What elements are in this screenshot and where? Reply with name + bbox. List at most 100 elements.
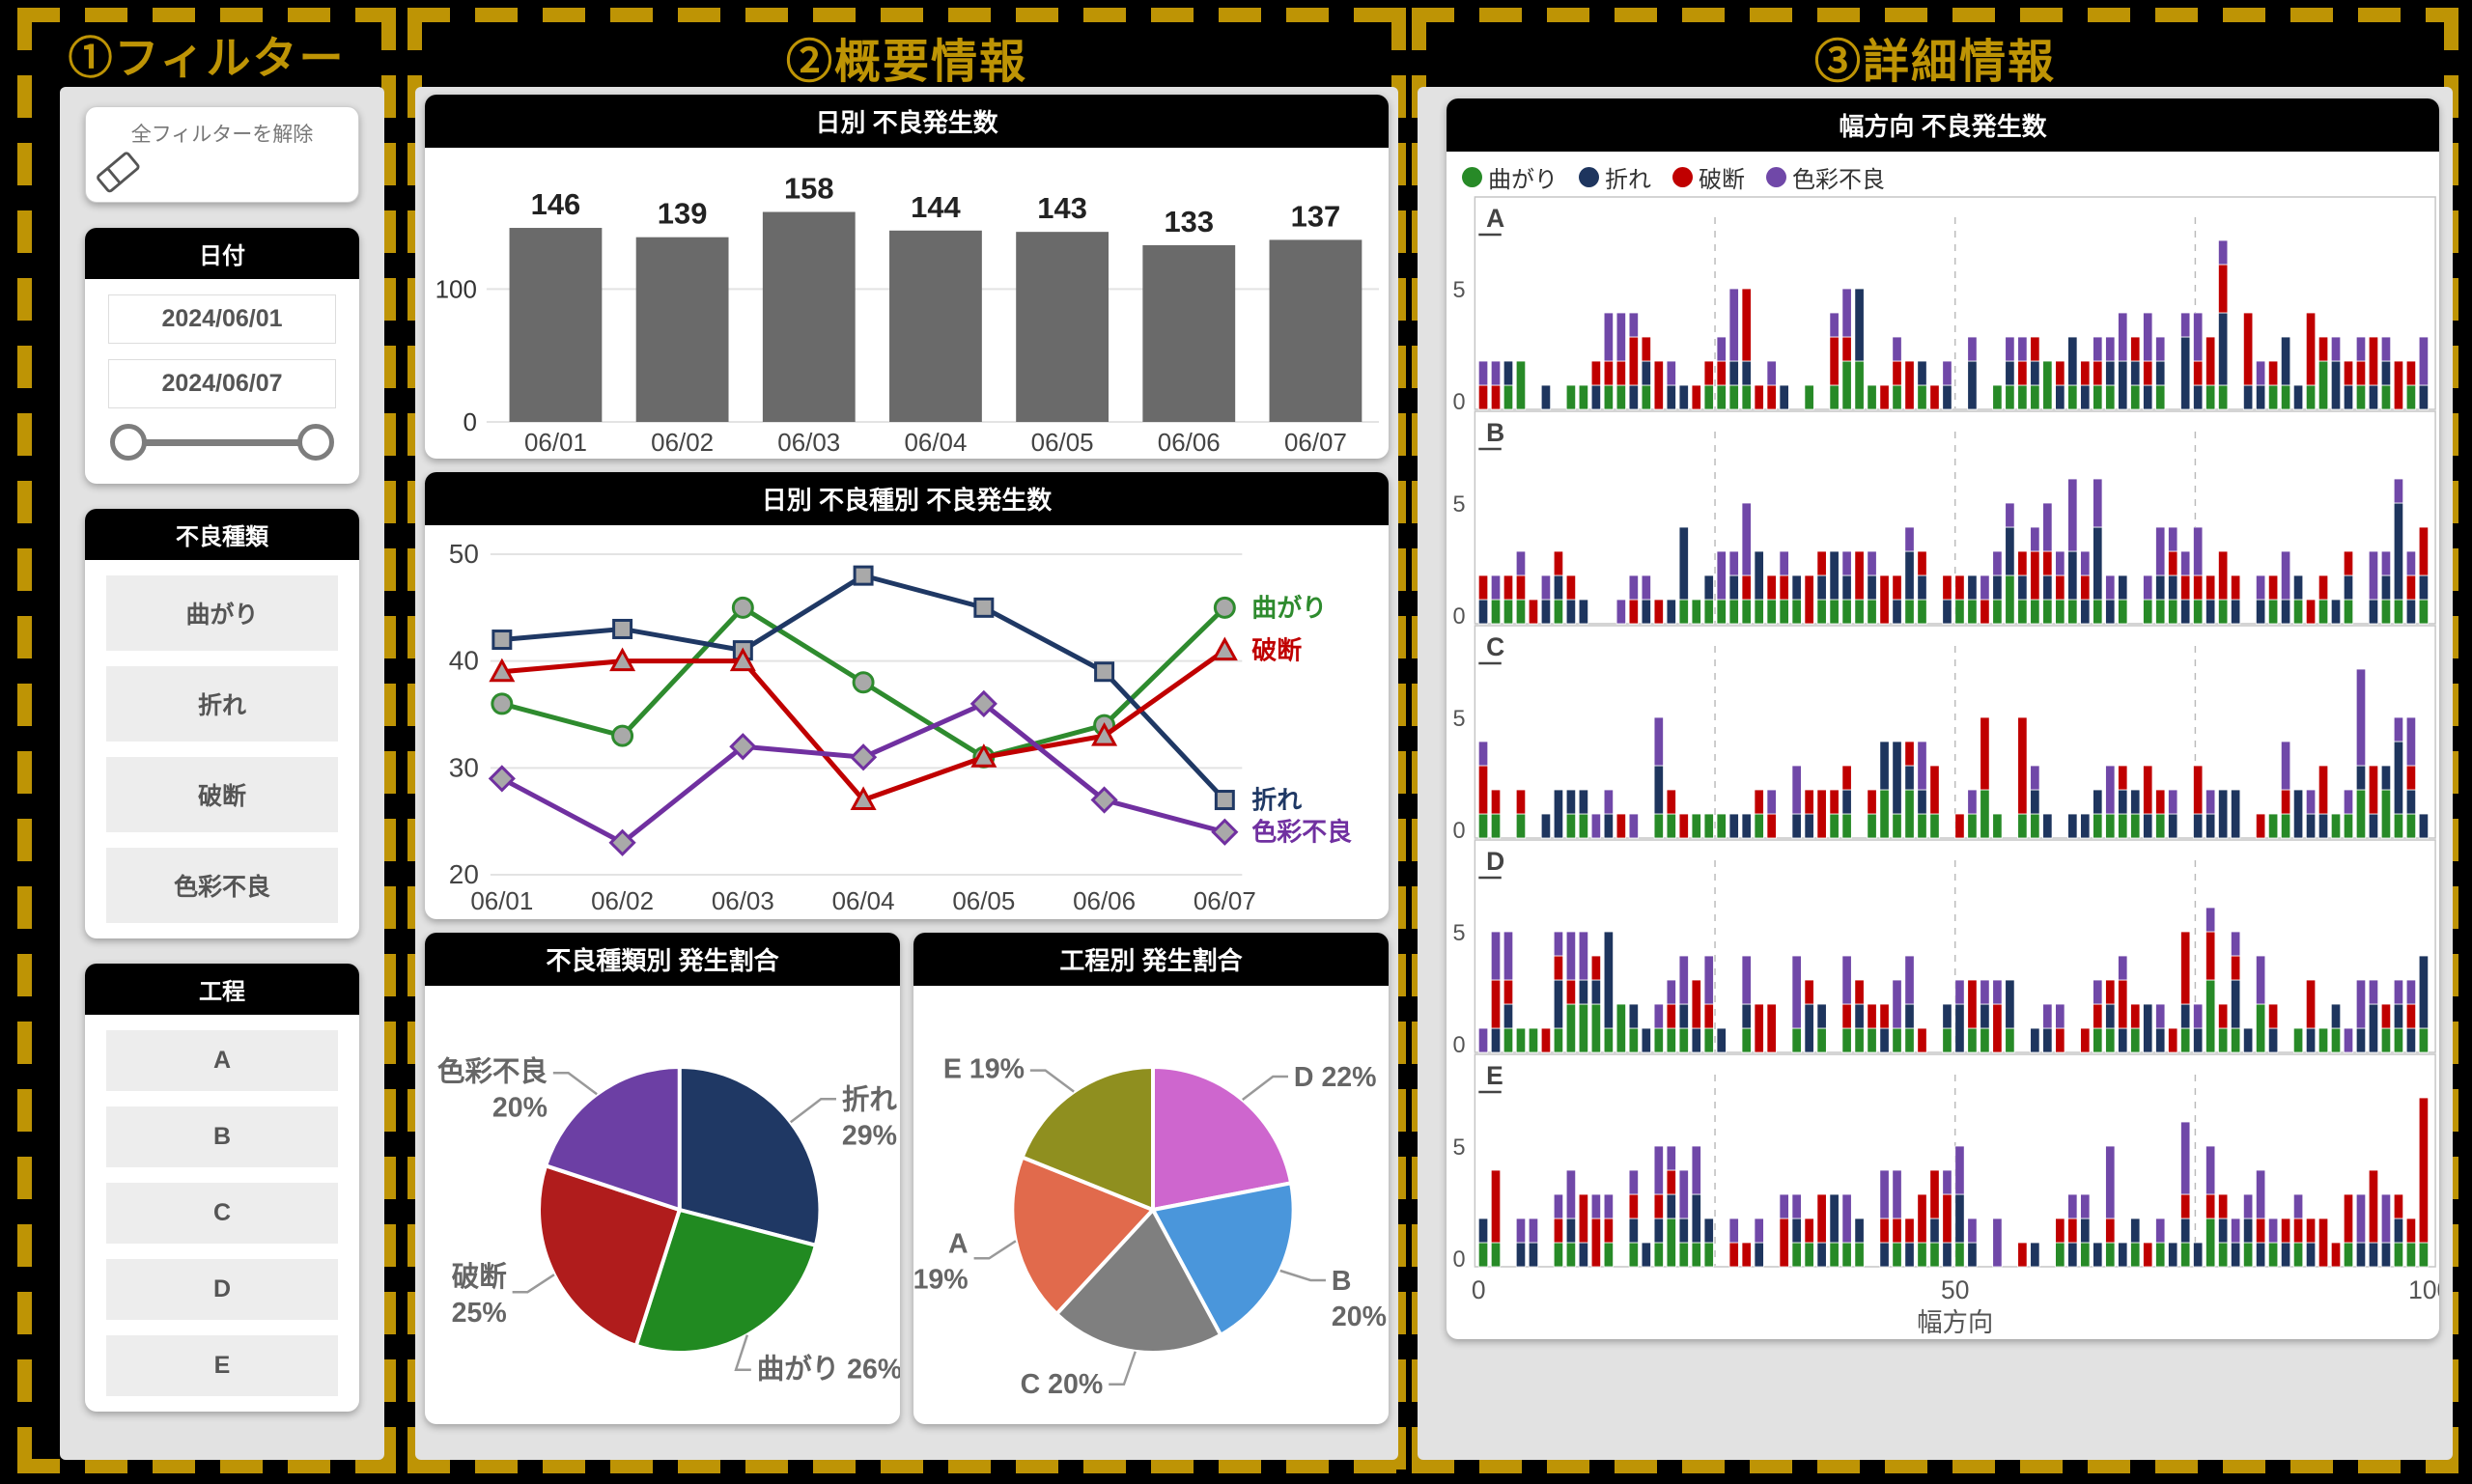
defect-pie-chart[interactable]: 折れ 29% 曲がり 26% 破断 25% 色彩不良 20%	[425, 986, 900, 1424]
svg-text:20%: 20%	[492, 1092, 548, 1123]
svg-text:5: 5	[1453, 1135, 1466, 1161]
slider-handle-right[interactable]	[297, 424, 334, 461]
legend-item: 色彩不良	[1766, 160, 1885, 194]
legend-dot-icon	[1462, 167, 1482, 187]
defect-type-option-ore[interactable]: 折れ	[106, 666, 338, 742]
svg-text:30: 30	[449, 752, 479, 782]
process-option-a[interactable]: A	[106, 1030, 338, 1091]
summary-panel: 日別 不良発生数 0 100 146 06/01 139 06/02 158 06/03 144…	[415, 87, 1398, 1460]
svg-text:幅方向: 幅方向	[1917, 1308, 1993, 1337]
border-dash	[17, 1459, 396, 1473]
svg-text:06/01: 06/01	[470, 886, 533, 915]
svg-text:06/05: 06/05	[1031, 428, 1094, 457]
svg-text:137: 137	[1291, 199, 1341, 233]
border-dash	[1412, 8, 2458, 22]
summary-section: ②概要情報 日別 不良発生数 0 100 146 06/01 139 06/02 158 06…	[407, 8, 1406, 1473]
svg-text:0: 0	[1453, 1033, 1466, 1053]
date-filter-card: 日付 2024/06/01 2024/06/07	[85, 228, 359, 484]
date-from-field[interactable]: 2024/06/01	[108, 294, 336, 344]
legend-item: 折れ	[1579, 160, 1651, 194]
legend-item: 曲がり	[1462, 160, 1558, 194]
width-stacked-bar-charts[interactable]: 50A50B50C50D50E050100幅方向	[1447, 196, 2439, 1339]
slider-handle-left[interactable]	[110, 424, 147, 461]
svg-text:158: 158	[784, 171, 834, 205]
process-option-c[interactable]: C	[106, 1183, 338, 1244]
svg-text:5: 5	[1453, 707, 1466, 732]
svg-text:06/06: 06/06	[1073, 886, 1136, 915]
svg-text:146: 146	[531, 187, 581, 221]
daily-bar-chart[interactable]: 0 100 146 06/01 139 06/02 158 06/03 144 06/04 143 0…	[425, 148, 1389, 459]
process-option-e[interactable]: E	[106, 1335, 338, 1396]
process-option-b[interactable]: B	[106, 1106, 338, 1167]
svg-text:06/05: 06/05	[952, 886, 1015, 915]
svg-text:5: 5	[1453, 278, 1466, 303]
svg-text:曲がり 26%: 曲がり 26%	[757, 1353, 900, 1385]
legend-item: 破断	[1672, 160, 1745, 194]
svg-text:40: 40	[449, 646, 479, 676]
svg-text:5: 5	[1453, 492, 1466, 518]
daily-line-chart[interactable]: 20 30 40 50 06/01 06/02 06/03 06/04 06/05 06/06 06…	[425, 525, 1389, 919]
defect-pie-card: 不良種類別 発生割合 折れ 29% 曲がり 26% 破断 25% 色彩不良 20%	[425, 933, 900, 1424]
svg-text:50: 50	[1941, 1275, 1969, 1304]
svg-text:06/04: 06/04	[904, 428, 967, 457]
detail-panel: 幅方向 不良発生数 曲がり 折れ 破断 色彩不良 5 0 A 5 0 B 5 0 C 5 0 D 5 0 E 0 50…	[1418, 87, 2453, 1460]
svg-text:折れ: 折れ	[842, 1084, 897, 1115]
border-dash	[407, 8, 1406, 22]
svg-text:C 20%: C 20%	[1021, 1369, 1104, 1400]
svg-text:色彩不良: 色彩不良	[1251, 818, 1352, 847]
svg-text:B: B	[1486, 418, 1504, 447]
width-chart-legend: 曲がり 折れ 破断 色彩不良	[1447, 152, 2439, 196]
date-range-slider	[110, 424, 334, 461]
legend-dot-icon	[1672, 167, 1693, 187]
svg-text:06/02: 06/02	[651, 428, 714, 457]
detail-section-title: ③詳細情報	[1813, 37, 2056, 88]
svg-text:5: 5	[1453, 921, 1466, 946]
daily-bar-chart-card: 日別 不良発生数 0 100 146 06/01 139 06/02 158 06/03 144…	[425, 95, 1389, 459]
legend-dot-icon	[1766, 167, 1786, 187]
process-option-d[interactable]: D	[106, 1259, 338, 1320]
svg-text:06/03: 06/03	[712, 886, 774, 915]
date-to-field[interactable]: 2024/06/07	[108, 359, 336, 408]
svg-text:0: 0	[1453, 1247, 1466, 1268]
defect-type-filter-card: 不良種類 曲がり 折れ 破断 色彩不良	[85, 509, 359, 938]
process-pie-chart[interactable]: D 22% B 20% C 20% A 19% E 19%	[913, 986, 1389, 1424]
border-dash	[407, 1459, 1406, 1473]
svg-text:25%: 25%	[452, 1298, 507, 1329]
svg-text:06/02: 06/02	[591, 886, 654, 915]
svg-text:29%: 29%	[842, 1120, 897, 1151]
svg-text:B: B	[1332, 1266, 1352, 1297]
clear-all-filters-button[interactable]: 全フィルターを解除	[85, 106, 359, 203]
daily-line-chart-card: 日別 不良種別 不良発生数 20 30 40 50 06/01 06/02 06/03 06/…	[425, 472, 1389, 919]
eraser-icon	[92, 148, 352, 194]
defect-type-option-hadan[interactable]: 破断	[106, 757, 338, 832]
svg-text:0: 0	[463, 407, 476, 436]
date-filter-header: 日付	[85, 228, 359, 279]
svg-text:139: 139	[658, 197, 708, 231]
border-dash	[1412, 1459, 2458, 1473]
svg-text:144: 144	[911, 190, 961, 224]
defect-type-header: 不良種類	[85, 509, 359, 560]
defect-type-option-magari[interactable]: 曲がり	[106, 575, 338, 651]
process-pie-title: 工程別 発生割合	[913, 933, 1389, 986]
svg-text:A: A	[948, 1228, 969, 1259]
filter-section: ①フィルター 全フィルターを解除 日付 2024/06/01 2024/06/0…	[17, 8, 396, 1473]
slider-track[interactable]	[144, 438, 300, 446]
process-header: 工程	[85, 964, 359, 1015]
svg-text:E: E	[1486, 1061, 1503, 1090]
daily-bar-chart-title: 日別 不良発生数	[425, 95, 1389, 148]
svg-text:100: 100	[435, 274, 477, 303]
svg-text:色彩不良: 色彩不良	[437, 1055, 548, 1087]
clear-all-filters-label: 全フィルターを解除	[130, 124, 314, 146]
svg-text:20%: 20%	[1332, 1302, 1387, 1332]
svg-text:折れ: 折れ	[1251, 786, 1302, 815]
defect-type-option-shikisai[interactable]: 色彩不良	[106, 848, 338, 923]
svg-text:06/06: 06/06	[1158, 428, 1221, 457]
svg-text:0: 0	[1453, 604, 1466, 625]
svg-text:0: 0	[1453, 390, 1466, 410]
svg-text:D: D	[1486, 847, 1504, 876]
process-pie-card: 工程別 発生割合 D 22% B 20% C 20% A 19% E 19%	[913, 933, 1389, 1424]
svg-text:20: 20	[449, 859, 479, 889]
filter-section-title: ①フィルター	[68, 33, 346, 83]
svg-text:50: 50	[449, 539, 479, 569]
